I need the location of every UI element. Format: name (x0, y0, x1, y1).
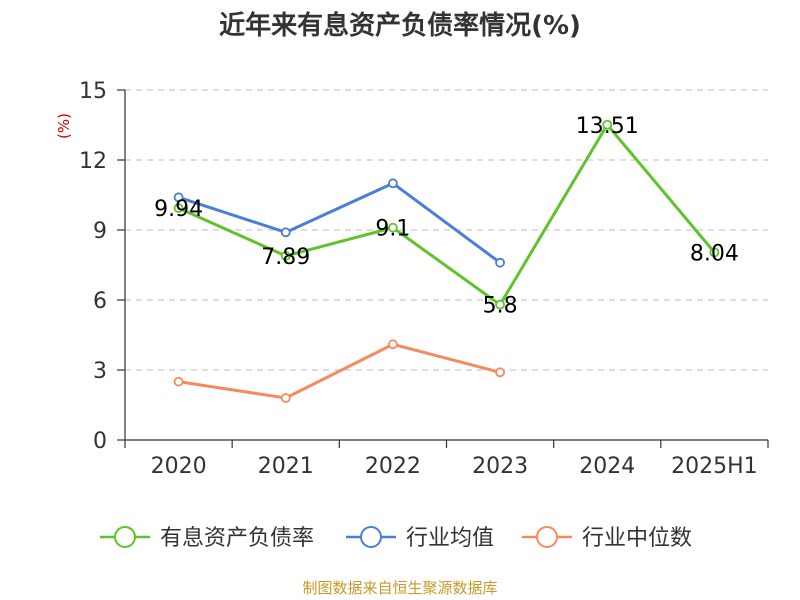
data-point[interactable] (495, 299, 505, 310)
y-tick-label: 12 (79, 149, 107, 174)
data-point[interactable] (280, 250, 291, 261)
x-tick-label: 2022 (365, 454, 421, 479)
data-point[interactable] (173, 376, 184, 387)
data-label: 9.94 (154, 197, 203, 222)
chart-title: 近年来有息资产负债率情况(%) (219, 10, 581, 41)
data-point[interactable] (388, 339, 398, 350)
data-point[interactable] (495, 257, 505, 268)
legend-marker[interactable] (114, 526, 136, 548)
x-tick-label: 2025H1 (671, 454, 758, 479)
legend-label[interactable]: 行业中位数 (582, 526, 692, 551)
data-point[interactable] (280, 227, 291, 238)
data-point[interactable] (388, 178, 398, 189)
legend-label[interactable]: 有息资产负债率 (160, 526, 314, 551)
data-point[interactable] (173, 203, 184, 213)
data-label: 9.1 (375, 217, 410, 242)
data-labels: 9.94 7.89 9.1 5.8 13.51 8.04 (154, 114, 739, 319)
data-point[interactable] (709, 247, 720, 258)
x-tick-label: 2023 (472, 454, 528, 479)
y-axis-unit: (%) (55, 113, 73, 139)
y-tick-label: 6 (93, 289, 107, 314)
grid-lines (125, 89, 768, 371)
source-note: 制图数据来自恒生聚源数据库 (302, 579, 497, 597)
data-label: 7.89 (261, 245, 310, 270)
y-tick-label: 3 (93, 359, 107, 384)
x-tick-label: 2020 (151, 454, 207, 479)
x-tick-label: 2024 (579, 454, 635, 479)
series-line-1 (178, 181, 501, 264)
legend-label[interactable]: 行业均值 (406, 526, 494, 551)
data-label: 8.04 (690, 241, 739, 266)
data-point[interactable] (495, 367, 505, 378)
y-tick-label: 15 (79, 79, 107, 104)
legend-marker[interactable] (360, 526, 382, 548)
legend[interactable]: 有息资产负债率 行业均值 行业中位数 (100, 526, 692, 551)
data-point[interactable] (602, 119, 613, 130)
data-point[interactable] (280, 393, 291, 403)
series-lines (173, 119, 720, 403)
y-tick-label: 0 (93, 429, 107, 454)
series-line-2 (178, 342, 501, 400)
legend-marker[interactable] (536, 526, 558, 548)
data-point[interactable] (388, 222, 398, 233)
data-label: 13.51 (576, 114, 639, 139)
axes: 0 3 6 9 12 15 2020 2021 2022 2023 2024 2025H1 (79, 79, 769, 479)
series-line-0 (177, 123, 716, 307)
y-tick-label: 9 (93, 219, 107, 244)
data-point[interactable] (173, 192, 184, 203)
x-tick-label: 2021 (258, 454, 314, 479)
data-label: 5.8 (483, 294, 518, 319)
